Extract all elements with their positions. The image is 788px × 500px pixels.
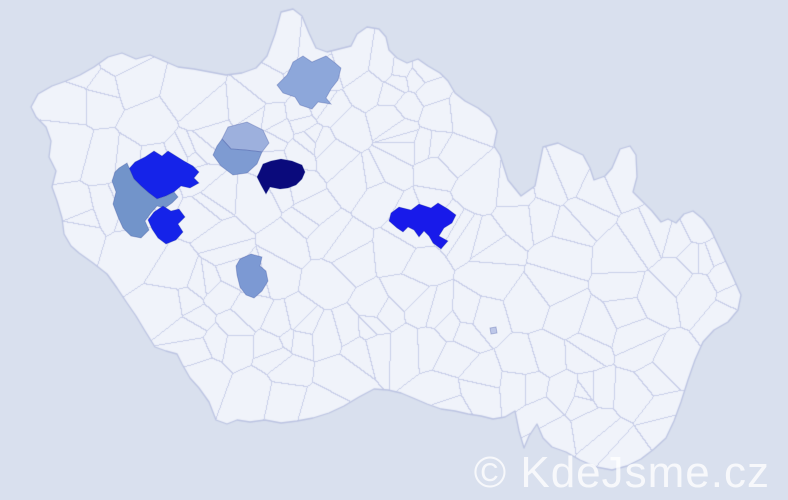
district-north[interactable]	[276, 55, 342, 110]
watermark: © KdeJsme.cz	[473, 448, 770, 497]
district-center-south[interactable]	[235, 253, 269, 299]
district-center-dark-navy[interactable]	[256, 158, 306, 196]
district-west-steel[interactable]	[111, 162, 179, 239]
district-west-lower-blue[interactable]	[147, 205, 186, 245]
district-tiny-enclave[interactable]	[489, 326, 498, 335]
district-nw-lower[interactable]	[212, 138, 263, 176]
district-west-upper-blue[interactable]	[126, 150, 200, 200]
district-center-east-blue[interactable]	[388, 202, 457, 250]
